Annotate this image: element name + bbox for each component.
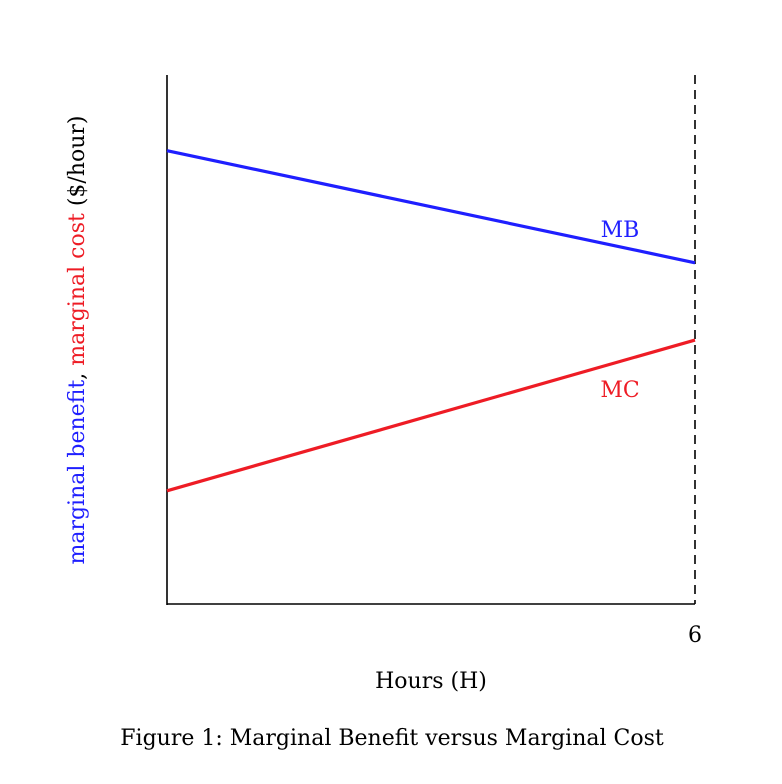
x-axis-label: Hours (H) bbox=[375, 669, 487, 694]
y-label-benefit: marginal benefit bbox=[65, 380, 90, 565]
series-label-mb: MB bbox=[601, 218, 640, 243]
y-label-unit: ($/hour) bbox=[65, 115, 90, 213]
figure-caption: Figure 1: Marginal Benefit versus Margin… bbox=[120, 726, 664, 751]
y-label-cost: marginal cost bbox=[65, 213, 90, 366]
series-line-mc bbox=[166, 338, 696, 493]
y-axis-label: marginal benefit, marginal cost ($/hour) bbox=[65, 115, 90, 564]
series-line-mb bbox=[166, 149, 696, 265]
y-label-comma: , bbox=[65, 366, 90, 380]
series-label-mc: MC bbox=[600, 378, 639, 403]
x-tick-label: 6 bbox=[688, 623, 702, 648]
